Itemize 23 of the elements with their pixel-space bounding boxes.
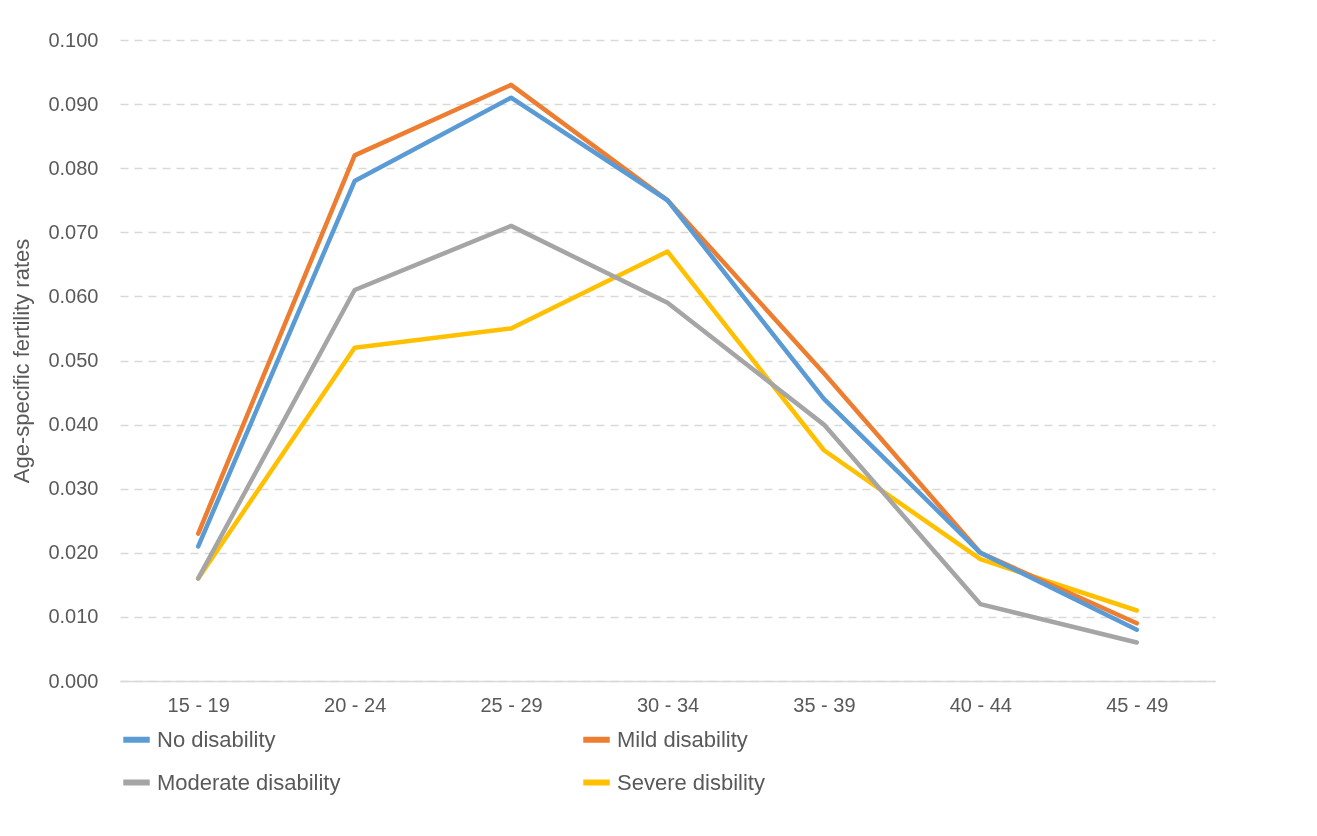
y-tick-label: 0.020 (48, 541, 99, 564)
y-tick-label: 0.080 (48, 156, 99, 179)
y-tick-label: 0.050 (48, 349, 99, 371)
x-tick-label: 35 - 39 (793, 693, 856, 716)
y-axis-title: Age-specific fertility rates (9, 238, 35, 484)
x-tick-label: 40 - 44 (949, 693, 1012, 716)
x-tick-label: 15 - 19 (167, 693, 230, 716)
legend-label: Mild disability (617, 726, 748, 752)
y-tick-label: 0.010 (48, 605, 99, 628)
y-tick-label: 0.000 (48, 669, 99, 692)
x-tick-label: 45 - 49 (1106, 693, 1169, 716)
x-tick-label: 30 - 34 (636, 693, 700, 716)
y-tick-label: 0.040 (48, 413, 99, 436)
y-tick-label: 0.070 (48, 220, 99, 243)
x-tick-label: 20 - 24 (324, 693, 387, 716)
legend-label: Severe disbility (617, 769, 765, 795)
y-tick-label: 0.030 (48, 477, 99, 500)
legend-label: Moderate disability (157, 769, 341, 795)
y-tick-label: 0.090 (48, 92, 99, 115)
y-tick-label: 0.060 (48, 284, 99, 307)
legend-label: No disability (157, 726, 276, 752)
y-tick-label: 0.100 (48, 28, 99, 51)
x-tick-label: 25 - 29 (480, 693, 543, 716)
